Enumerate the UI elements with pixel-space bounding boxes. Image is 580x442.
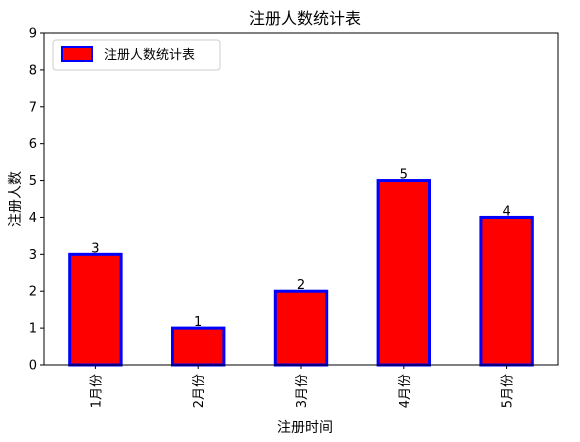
legend-swatch [61, 46, 93, 62]
x-axis-label: 注册时间 [277, 420, 333, 436]
y-tick-label-1: 1 [29, 322, 37, 337]
bars-group [68, 179, 534, 367]
x-tick-label-2: 2月份 [192, 374, 207, 408]
data-label-1: 3 [91, 241, 99, 256]
legend-box [52, 39, 221, 71]
y-tick-label-5: 5 [29, 174, 37, 189]
x-tick-label-3: 3月份 [295, 374, 310, 408]
data-label-3: 2 [297, 278, 305, 293]
y-axis-label: 注册人数 [8, 171, 24, 227]
x-tick-label-5: 5月份 [501, 374, 516, 408]
y-tick-label-4: 4 [29, 211, 37, 226]
y-tick-label-8: 8 [29, 63, 37, 78]
data-label-5: 4 [502, 204, 510, 219]
x-tick-label-4: 4月份 [398, 374, 413, 408]
chart-title: 注册人数统计表 [249, 9, 361, 28]
bar-2 [171, 326, 226, 367]
y-tick-label-6: 6 [29, 137, 37, 152]
bar-5 [479, 215, 534, 367]
data-labels-group: 3 1 2 5 4 [91, 168, 510, 331]
y-tick-label-3: 3 [29, 248, 37, 263]
bar-1 [68, 252, 123, 367]
y-tick-label-0: 0 [29, 359, 37, 374]
y-tick-label-2: 2 [29, 285, 37, 300]
data-label-2: 1 [194, 315, 202, 330]
legend-label: 注册人数统计表 [104, 48, 195, 63]
x-axis-ticks: 1月份 2月份 3月份 4月份 5月份 [89, 365, 516, 408]
legend: 注册人数统计表 [52, 39, 221, 71]
y-tick-label-9: 9 [29, 27, 37, 42]
y-tick-label-7: 7 [29, 100, 37, 115]
data-label-4: 5 [400, 168, 408, 183]
bar-4 [376, 179, 432, 367]
bar-3 [273, 289, 329, 367]
y-axis-ticks: 0 1 2 3 4 5 6 7 8 9 [29, 27, 44, 374]
x-tick-label-1: 1月份 [89, 374, 104, 408]
